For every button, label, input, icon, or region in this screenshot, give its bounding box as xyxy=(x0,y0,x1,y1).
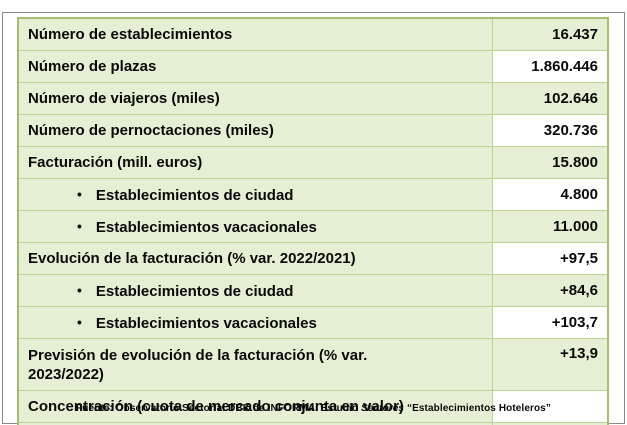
row-label-text: Establecimientos vacacionales xyxy=(95,314,317,332)
row-label-text: Número de viajeros (miles) xyxy=(28,90,220,107)
row-label-text: Previsión de evolución de la facturación… xyxy=(28,346,368,383)
bullet-icon: • xyxy=(77,281,82,298)
row-label-text: Establecimientos vacacionales xyxy=(95,218,317,236)
table-row: • Establecimientos de ciudad 4.800 xyxy=(17,178,609,211)
bullet-icon: • xyxy=(77,217,82,234)
table-row: •Cinco primeras cadenas (%) 23,0 xyxy=(17,422,609,425)
row-label: Número de establecimientos xyxy=(17,17,493,51)
source-note-suffix: “Establecimientos Hoteleros” xyxy=(406,403,551,414)
statistics-table: Número de establecimientos 16.437 Número… xyxy=(17,17,609,425)
table-row: Facturación (mill. euros) 15.800 xyxy=(17,146,609,179)
table-row: Número de pernoctaciones (miles) 320.736 xyxy=(17,114,609,147)
source-note: Fuente: Observatorio Sectorial DBK de IN… xyxy=(0,403,627,414)
row-value: 4.800 xyxy=(491,178,609,211)
table-row: Previsión de evolución de la facturación… xyxy=(17,338,609,391)
row-value: 16.437 xyxy=(491,17,609,51)
row-label: • Establecimientos de ciudad xyxy=(17,178,493,211)
row-label: Número de plazas xyxy=(17,50,493,83)
row-label: Facturación (mill. euros) xyxy=(17,146,493,179)
row-label: Previsión de evolución de la facturación… xyxy=(17,338,493,391)
table-row: • Establecimientos vacacionales +103,7 xyxy=(17,306,609,339)
row-value: 1.860.446 xyxy=(491,50,609,83)
row-label: • Establecimientos vacacionales xyxy=(17,306,493,339)
row-value: 320.736 xyxy=(491,114,609,147)
row-label: Número de pernoctaciones (miles) xyxy=(17,114,493,147)
row-value xyxy=(491,390,609,423)
row-label-text: Número de establecimientos xyxy=(28,26,233,43)
row-label: Evolución de la facturación (% var. 2022… xyxy=(17,242,493,275)
row-label: • Establecimientos de ciudad xyxy=(17,274,493,307)
table-row: Número de viajeros (miles) 102.646 xyxy=(17,82,609,115)
row-label: • Establecimientos vacacionales xyxy=(17,210,493,243)
row-label-text: Facturación (mill. euros) xyxy=(28,154,203,171)
row-value: 15.800 xyxy=(491,146,609,179)
bullet-icon: • xyxy=(77,313,82,330)
row-label-text: Evolución de la facturación (% var. 2022… xyxy=(28,250,356,267)
row-value: +103,7 xyxy=(491,306,609,339)
table-row: • Establecimientos de ciudad +84,6 xyxy=(17,274,609,307)
table-row: Número de establecimientos 16.437 xyxy=(17,17,609,51)
table-row: • Establecimientos vacacionales 11.000 xyxy=(17,210,609,243)
row-value: 11.000 xyxy=(491,210,609,243)
row-label-text: Concentración (cuota de mercado conjunta… xyxy=(28,398,404,415)
row-label-text: Establecimientos de ciudad xyxy=(95,186,294,204)
row-value: +97,5 xyxy=(491,242,609,275)
row-value: +84,6 xyxy=(491,274,609,307)
row-label: Número de viajeros (miles) xyxy=(17,82,493,115)
row-label-text: Número de plazas xyxy=(28,58,157,75)
row-label-text: Número de pernoctaciones (miles) xyxy=(28,122,274,139)
bullet-icon: • xyxy=(77,185,82,202)
table-row: Evolución de la facturación (% var. 2022… xyxy=(17,242,609,275)
row-value: +13,9 xyxy=(491,338,609,391)
source-note-prefix: Fuente: Observatorio Sectorial DBK de IN… xyxy=(76,403,359,414)
row-value: 102.646 xyxy=(491,82,609,115)
row-value: 23,0 xyxy=(491,422,609,425)
row-label-text: Establecimientos de ciudad xyxy=(95,282,294,300)
table-row: Número de plazas 1.860.446 xyxy=(17,50,609,83)
source-note-study-name: Sectores xyxy=(361,403,405,414)
